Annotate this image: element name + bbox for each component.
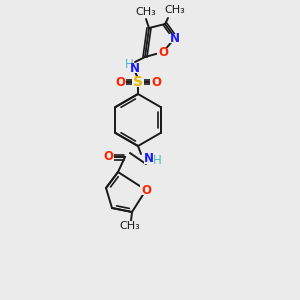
Text: S: S [133, 75, 143, 89]
Bar [144, 154, 154, 164]
Bar [114, 77, 126, 87]
Text: O: O [141, 184, 151, 196]
Text: CH₃: CH₃ [165, 5, 185, 15]
Text: N: N [130, 61, 140, 74]
Text: H: H [124, 58, 134, 70]
Bar [150, 77, 162, 87]
Bar [152, 155, 162, 164]
Text: N: N [144, 152, 154, 166]
Bar [102, 152, 114, 162]
Bar [119, 221, 141, 231]
Text: CH₃: CH₃ [120, 221, 140, 231]
Text: H: H [153, 154, 161, 166]
Text: O: O [158, 46, 168, 59]
Bar [140, 185, 152, 195]
Text: N: N [170, 32, 180, 44]
Bar [169, 34, 181, 43]
Bar [132, 77, 144, 87]
Bar [157, 47, 169, 56]
Text: CH₃: CH₃ [136, 7, 156, 17]
Bar [130, 64, 140, 73]
Bar [163, 6, 187, 16]
Bar [134, 8, 158, 18]
Text: O: O [103, 151, 113, 164]
Bar [125, 59, 133, 68]
Text: O: O [115, 76, 125, 88]
Text: O: O [151, 76, 161, 88]
